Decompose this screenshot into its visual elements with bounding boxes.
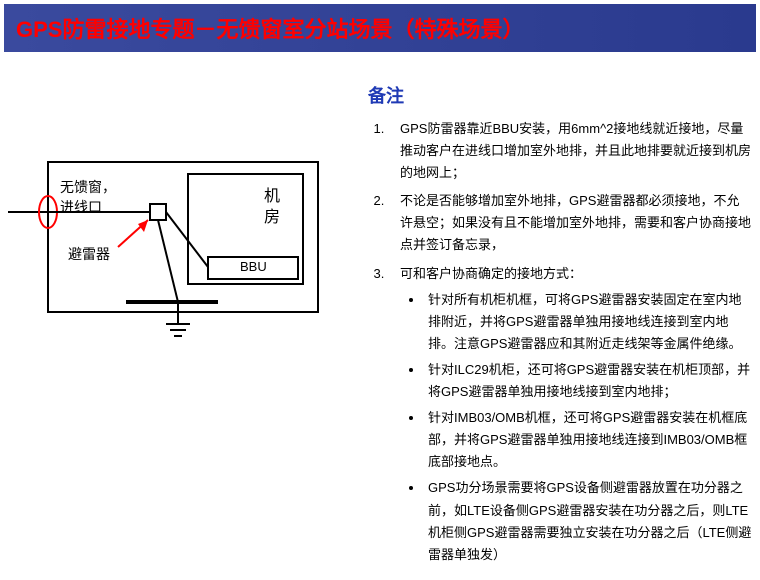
note-text: 不论是否能够增加室外地排，GPS避雷器都必须接地，不允许悬空；如果没有且不能增加…	[400, 193, 751, 252]
sub-list: 针对所有机柜机框，可将GPS避雷器安装固定在室内地排附近，并将GPS避雷器单独用…	[400, 289, 752, 566]
notes-list: GPS防雷器靠近BBU安装，用6mm^2接地线就近接地，尽量推动客户在进线口增加…	[356, 118, 752, 566]
note-item-2: 不论是否能够增加室外地排，GPS避雷器都必须接地，不允许悬空；如果没有且不能增加…	[388, 190, 752, 256]
label-bbu: BBU	[240, 259, 267, 274]
label-feedwindow: 无馈窗， 进线口	[60, 177, 116, 217]
sub-item-4: GPS功分场景需要将GPS设备侧避雷器放置在功分器之前，如LTE设备侧GPS避雷…	[424, 477, 752, 565]
title-bar: GPS防雷接地专题－无馈窗室分站场景（特殊场景）	[4, 4, 756, 52]
content-area: 无馈窗， 进线口 避雷器 机 房 BBU 备注 GPS防雷器靠近BBU安装，用6…	[0, 52, 760, 580]
sub-item-1: 针对所有机柜机框，可将GPS避雷器安装固定在室内地排附近，并将GPS避雷器单独用…	[424, 289, 752, 355]
sub-item-2: 针对ILC29机柜，还可将GPS避雷器安装在机柜顶部，并将GPS避雷器单独用接地…	[424, 359, 752, 403]
note-item-1: GPS防雷器靠近BBU安装，用6mm^2接地线就近接地，尽量推动客户在进线口增加…	[388, 118, 752, 184]
label-arrester: 避雷器	[68, 244, 110, 264]
note-text: GPS防雷器靠近BBU安装，用6mm^2接地线就近接地，尽量推动客户在进线口增加…	[400, 121, 751, 180]
note-item-3: 可和客户协商确定的接地方式： 针对所有机柜机框，可将GPS避雷器安装固定在室内地…	[388, 263, 752, 566]
diagram: 无馈窗， 进线口 避雷器 机 房 BBU	[8, 152, 328, 352]
sub-item-3: 针对IMB03/OMB机框，还可将GPS避雷器安装在机框底部，并将GPS避雷器单…	[424, 407, 752, 473]
sub-text: 针对所有机柜机框，可将GPS避雷器安装固定在室内地排附近，并将GPS避雷器单独用…	[428, 292, 741, 351]
note-text: 可和客户协商确定的接地方式：	[400, 266, 582, 281]
diagram-column: 无馈窗， 进线口 避雷器 机 房 BBU	[8, 82, 348, 572]
sub-text: GPS功分场景需要将GPS设备侧避雷器放置在功分器之前，如LTE设备侧GPS避雷…	[428, 480, 751, 561]
notes-column: 备注 GPS防雷器靠近BBU安装，用6mm^2接地线就近接地，尽量推动客户在进线…	[348, 82, 752, 572]
diagram-svg	[8, 152, 328, 352]
notes-header: 备注	[368, 82, 752, 108]
sub-text: 针对ILC29机柜，还可将GPS避雷器安装在机柜顶部，并将GPS避雷器单独用接地…	[428, 362, 750, 399]
label-room: 机 房	[264, 187, 280, 229]
page-title: GPS防雷接地专题－无馈窗室分站场景（特殊场景）	[16, 17, 524, 42]
sub-text: 针对IMB03/OMB机框，还可将GPS避雷器安装在机框底部，并将GPS避雷器单…	[428, 410, 747, 469]
